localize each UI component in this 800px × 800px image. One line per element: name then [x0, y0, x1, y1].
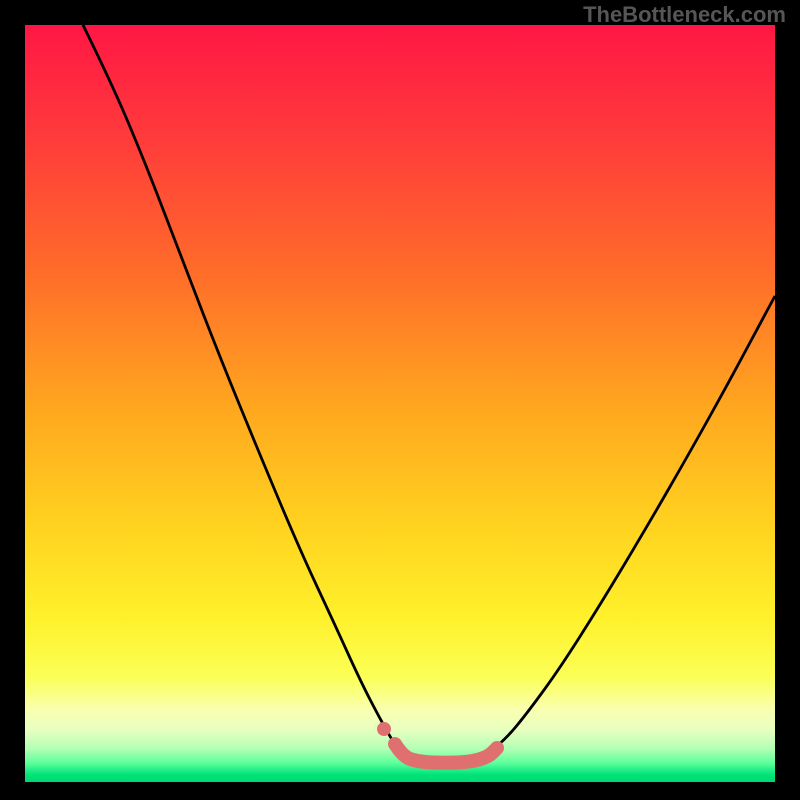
- bottom-dot-marker: [377, 722, 391, 736]
- overlay-curves: [0, 0, 800, 800]
- watermark-label: TheBottleneck.com: [583, 2, 786, 28]
- chart-canvas: TheBottleneck.com: [0, 0, 800, 800]
- right-curve-line: [490, 296, 775, 752]
- bottom-curve-marker: [395, 744, 497, 763]
- left-curve-line: [83, 25, 400, 752]
